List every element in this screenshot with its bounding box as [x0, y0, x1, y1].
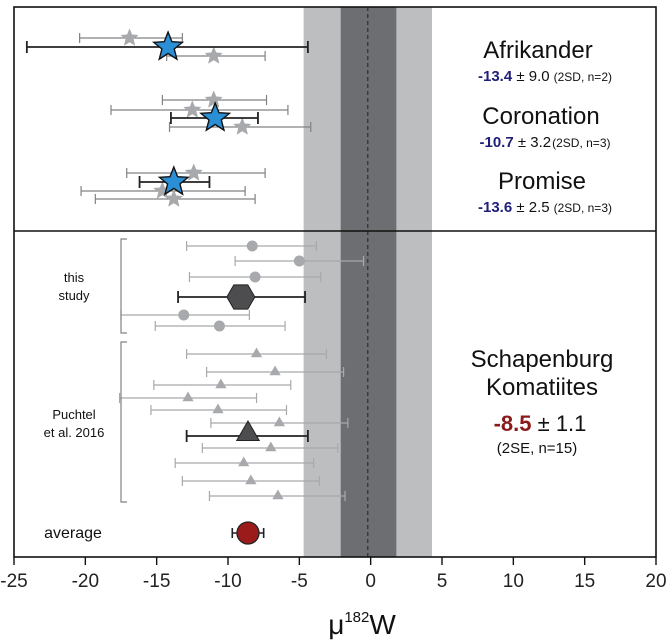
sample-dot-this-study	[178, 309, 190, 321]
mean-star-promise	[157, 165, 190, 196]
x-tick-label: 15	[574, 571, 595, 592]
group-mean-coronation: -10.7 ± 3.2(2SD, n=3)	[480, 134, 611, 151]
this-study-bracket	[120, 238, 127, 334]
group-mean-error-coronation: ± 3.2	[514, 134, 551, 151]
x-axis-label-tail: W	[369, 609, 396, 640]
average-dot	[236, 521, 260, 545]
sample-star-coronation	[233, 117, 252, 135]
group-mean-error-promise: ± 2.5	[512, 199, 549, 216]
sample-triangle-puchtel	[269, 365, 281, 376]
komatiites-mean-value: -8.5	[494, 411, 532, 436]
sample-triangle-puchtel	[272, 489, 284, 500]
x-tick-label: 0	[365, 571, 376, 592]
sample-star-afrikander	[120, 28, 139, 46]
mean-star-coronation	[199, 101, 232, 132]
puchtel-bracket	[120, 341, 127, 503]
group-mean-afrikander: -13.4 ± 9.0 (2SD, n=2)	[478, 68, 612, 85]
x-axis-label: μ182W	[328, 609, 396, 640]
sample-star-promise	[184, 163, 203, 181]
sample-star-coronation	[183, 100, 202, 118]
group-name-promise: Promise	[498, 168, 586, 195]
x-tick-label: -15	[143, 571, 170, 592]
x-axis-label-sup: 182	[344, 609, 369, 626]
mean-star-afrikander	[151, 30, 185, 61]
sample-dot-this-study	[249, 271, 261, 283]
group-mean-promise: -13.6 ± 2.5 (2SD, n=3)	[478, 199, 612, 216]
x-tick-label: 20	[645, 571, 666, 592]
sample-triangle-puchtel	[265, 441, 277, 452]
group-mean-error-afrikander: ± 9.0	[512, 68, 549, 85]
group-mean-value-afrikander: -13.4	[478, 68, 513, 85]
reference-band-dark	[340, 7, 397, 557]
group-mean-note-promise: (2SD, n=3)	[554, 201, 612, 215]
group-mean-note-coronation: (2SD, n=3)	[552, 136, 610, 150]
data-marks	[25, 28, 365, 545]
reference-bands	[303, 7, 433, 557]
plot-border	[13, 6, 657, 558]
puchtel-label-line1: Puchtel	[52, 407, 95, 422]
sample-triangle-puchtel	[238, 456, 250, 467]
error-bar-coronation	[110, 105, 289, 115]
this-study-label-line2: study	[58, 288, 90, 303]
komatiites-mean-error: ± 1.1	[532, 411, 587, 436]
this-study-label-line1: this	[64, 270, 85, 285]
group-mean-note-afrikander: (2SD, n=2)	[554, 70, 612, 84]
sample-dot-this-study	[213, 320, 225, 332]
komatiites-mean: -8.5 ± 1.1	[494, 411, 587, 436]
group-mean-value-promise: -13.6	[478, 199, 512, 216]
sample-triangle-puchtel	[245, 474, 257, 485]
x-tick-label: -10	[214, 571, 241, 592]
sample-triangle-puchtel	[250, 347, 263, 358]
sample-star-coronation	[204, 90, 223, 108]
group-mean-value-coronation: -10.7	[480, 134, 514, 151]
group-name-afrikander: Afrikander	[483, 37, 592, 64]
plot-frame	[13, 6, 657, 558]
sample-dot-this-study	[293, 255, 305, 267]
sample-star-promise	[164, 189, 183, 207]
x-tick-label: 5	[437, 571, 448, 592]
x-axis-label-base: μ	[328, 609, 344, 640]
average-label: average	[44, 525, 102, 542]
komatiites-name-line2: Komatiites	[486, 374, 598, 401]
mean-hexagon-this-study	[226, 284, 256, 310]
sample-triangle-puchtel	[182, 391, 194, 402]
komatiites-name-line1: Schapenburg	[471, 346, 614, 373]
sample-dot-this-study	[246, 240, 258, 252]
sample-triangle-puchtel	[212, 403, 224, 414]
sample-triangle-puchtel	[273, 416, 285, 427]
komatiites-mean-note: (2SE, n=15)	[497, 440, 577, 457]
x-tick-label: 10	[503, 571, 524, 592]
mean-triangle-puchtel	[235, 419, 261, 441]
group-name-coronation: Coronation	[482, 103, 599, 130]
x-axis: -25 -20 -15 -10 -5 0 5 10 15 20	[0, 557, 667, 592]
sample-star-afrikander	[204, 46, 223, 64]
x-tick-label: -25	[0, 571, 27, 592]
x-tick-label: -20	[72, 571, 99, 592]
puchtel-label-line2: et al. 2016	[44, 425, 105, 440]
sample-triangle-puchtel	[215, 378, 227, 389]
x-tick-label: -5	[291, 571, 308, 592]
